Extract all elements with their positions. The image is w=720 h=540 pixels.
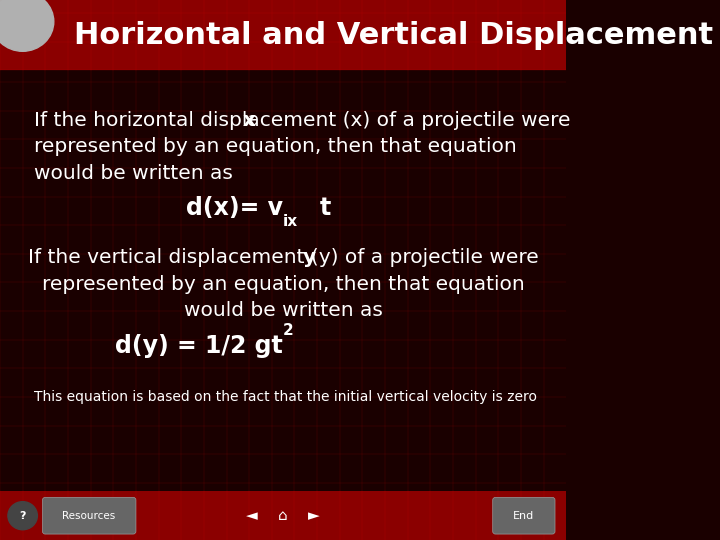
Text: d(x)= v: d(x)= v xyxy=(186,196,283,220)
FancyBboxPatch shape xyxy=(42,497,136,534)
Text: End: End xyxy=(513,511,534,521)
Text: Horizontal and Vertical Displacement: Horizontal and Vertical Displacement xyxy=(73,21,713,50)
Text: ?: ? xyxy=(19,511,26,521)
Text: 2: 2 xyxy=(283,323,294,338)
Text: t: t xyxy=(320,196,331,220)
Text: This equation is based on the fact that the initial vertical velocity is zero: This equation is based on the fact that … xyxy=(34,390,537,404)
Text: ◄: ◄ xyxy=(246,508,258,523)
Circle shape xyxy=(0,0,54,51)
Text: ix: ix xyxy=(283,214,298,229)
Text: Resources: Resources xyxy=(63,511,115,521)
FancyBboxPatch shape xyxy=(0,0,567,70)
FancyBboxPatch shape xyxy=(492,497,555,534)
Text: ⌂: ⌂ xyxy=(279,508,288,523)
Text: If the horizontal displacement (​x​) of a projectile were
represented by an equa: If the horizontal displacement (​x​) of … xyxy=(34,111,570,183)
Circle shape xyxy=(8,502,37,530)
Text: y: y xyxy=(303,248,316,267)
Text: x: x xyxy=(243,111,256,130)
FancyBboxPatch shape xyxy=(0,491,567,540)
Text: d(y) = 1/2 gt: d(y) = 1/2 gt xyxy=(115,334,283,357)
Text: If the vertical displacement (​y​) of a projectile were
represented by an equati: If the vertical displacement (​y​) of a … xyxy=(28,248,539,320)
Text: ►: ► xyxy=(308,508,320,523)
